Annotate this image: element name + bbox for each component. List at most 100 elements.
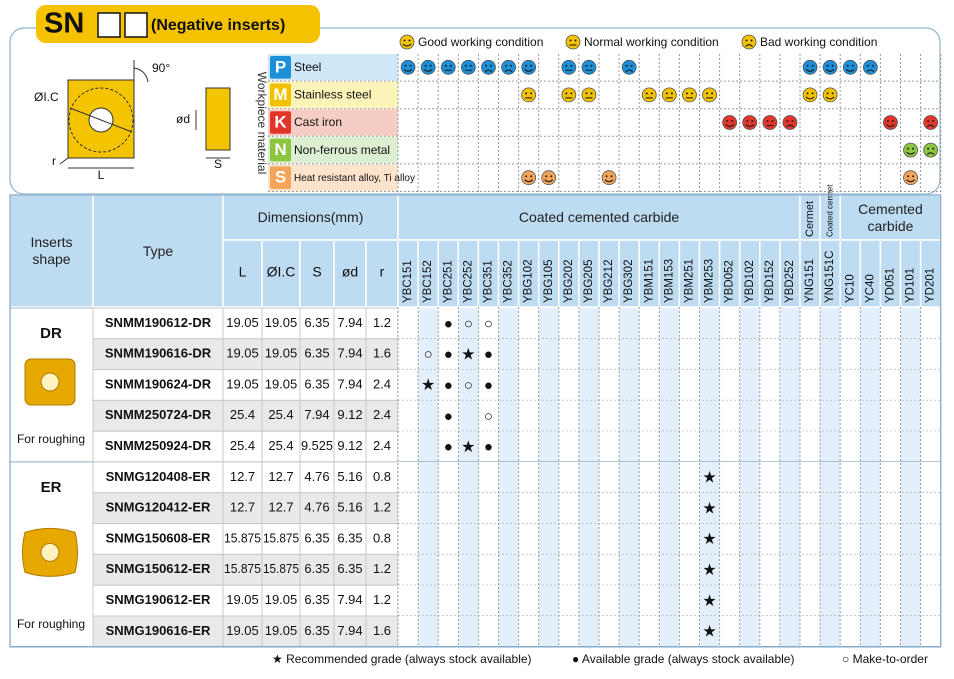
mouth [825, 68, 835, 72]
eye [811, 92, 814, 95]
grade-symbol: ● [484, 377, 493, 394]
face [661, 87, 677, 103]
grade-cell [639, 492, 660, 524]
dimension-value: 1.2 [373, 500, 391, 515]
grade-cell [659, 308, 680, 339]
grade-cell [418, 616, 439, 647]
condition-face [420, 59, 436, 75]
grade-cell [538, 400, 559, 432]
condition-face [802, 87, 818, 103]
grade-cell [779, 338, 800, 370]
eye [570, 92, 573, 95]
grade-cell [498, 492, 519, 524]
dimension-value: 19.05 [226, 376, 259, 391]
mouth [825, 96, 835, 100]
grade-cell [518, 431, 539, 462]
eye [711, 92, 714, 95]
dimension-value: 19.05 [265, 346, 298, 361]
material-name: Stainless steel [294, 88, 371, 102]
eye [907, 147, 910, 150]
grade-cell [759, 462, 780, 493]
shape-header: Inserts shape [30, 234, 73, 267]
grade-cell [619, 400, 640, 432]
condition-face [641, 87, 657, 103]
grade-cell [438, 554, 459, 586]
grade-cell [659, 338, 680, 370]
dimension-value: 9.12 [337, 438, 362, 453]
type-name: SNMG150612-ER [106, 561, 211, 576]
dimension-value: 0.8 [373, 530, 391, 545]
dimension-value: 12.7 [230, 500, 255, 515]
grade-cell [498, 369, 519, 401]
grade-cell [398, 431, 419, 462]
grade-cell [739, 523, 760, 555]
face [420, 59, 436, 75]
grade-cell [458, 585, 479, 616]
condition-face [581, 59, 597, 75]
material-axis-title: Workpiece material [255, 72, 269, 174]
grade-cell [558, 431, 579, 462]
grade-cell [840, 462, 861, 493]
grade-cell [920, 369, 941, 401]
grade-cell [438, 431, 459, 462]
table-border [9, 194, 942, 648]
dimension-cell [333, 615, 367, 648]
grade-cell [880, 616, 901, 647]
condition-face [481, 59, 496, 75]
dimension-value: 7.94 [337, 346, 362, 361]
eye [731, 120, 734, 122]
grade-cell [820, 308, 841, 339]
grade-symbol: ● [444, 439, 453, 456]
eye [750, 39, 753, 42]
eye [444, 64, 447, 67]
dimension-value: 6.35 [304, 315, 329, 330]
condition-face [903, 170, 918, 186]
face [802, 87, 818, 103]
dimension-value: 25.4 [268, 407, 293, 422]
grade-symbol: ★ [702, 470, 716, 487]
subtitle: (Negative inserts) [151, 17, 285, 34]
grade-group-header: Coated cermet [825, 184, 834, 237]
grade-cell [639, 400, 660, 432]
footer-note: ★ Recommended grade (always stock availa… [272, 652, 532, 666]
grade-symbol: ● [444, 315, 453, 332]
title: SN [44, 8, 84, 40]
eye [565, 64, 568, 67]
grade-cell [739, 492, 760, 524]
mouth [886, 124, 895, 128]
grade-cell [438, 369, 459, 401]
grade-cell [779, 523, 800, 555]
dimension-value: 6.35 [337, 561, 362, 576]
dimension-value: 6.35 [304, 623, 329, 638]
eye [831, 64, 834, 67]
grade-cell [840, 523, 861, 555]
dimension-value: 15.875 [224, 530, 261, 545]
grade-cell [699, 369, 720, 401]
grade-cell [438, 585, 459, 616]
grade-cell [900, 585, 921, 616]
grade-cell [398, 554, 419, 586]
grade-group-header-box: Cemented carbide [858, 201, 923, 234]
condition-face [621, 59, 637, 75]
eye [932, 120, 935, 122]
condition-face [883, 115, 898, 130]
dimension-cell [333, 461, 367, 494]
grade-cell [840, 308, 861, 339]
grade-name: YBG302 [623, 260, 635, 303]
face [862, 59, 878, 75]
dimension-cell [299, 369, 335, 401]
grade-cell [558, 308, 579, 339]
eye [585, 64, 588, 67]
dimension-value: 6.35 [304, 346, 329, 361]
type-header: Type [142, 242, 174, 259]
grade-cell [599, 338, 620, 370]
grade-cell [478, 492, 499, 524]
grade-cell [759, 400, 780, 432]
grade-cell [518, 492, 539, 524]
grade-cell [920, 308, 941, 339]
mouth [402, 43, 412, 47]
material-letter-box [270, 56, 291, 79]
mouth [906, 179, 915, 183]
grade-cell [458, 369, 479, 401]
l-label: L [98, 168, 105, 182]
